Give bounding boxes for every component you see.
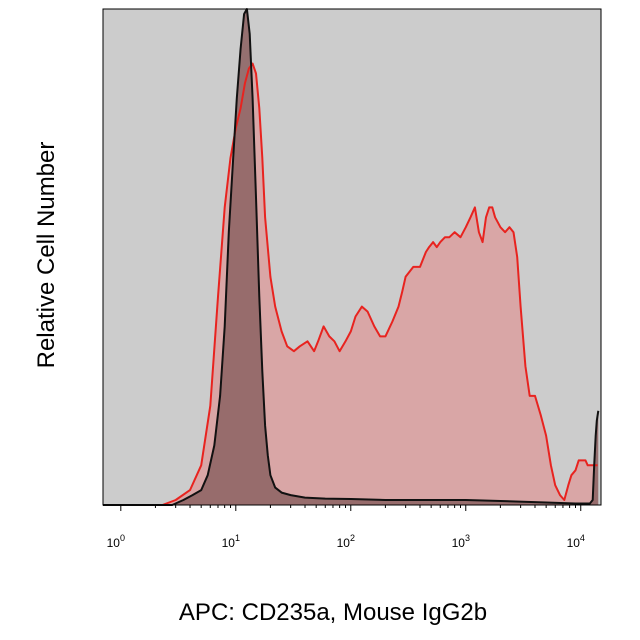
x-tick-label: 103 bbox=[452, 533, 470, 550]
y-axis-label: Relative Cell Number bbox=[33, 142, 60, 369]
x-tick-label: 104 bbox=[567, 533, 585, 550]
series-0-line bbox=[103, 62, 598, 506]
plot-frame bbox=[102, 8, 602, 506]
series-1-fill bbox=[103, 9, 599, 505]
x-axis-label: APC: CD235a, Mouse IgG2b bbox=[179, 599, 487, 626]
x-tick-label: 101 bbox=[222, 533, 240, 550]
x-tick-label: 102 bbox=[337, 533, 355, 550]
series-1-line bbox=[103, 8, 600, 506]
x-tick-layer: 100 101 102 103 104 bbox=[107, 505, 585, 550]
series-layer bbox=[103, 8, 600, 506]
x-tick-label: 100 bbox=[107, 533, 125, 550]
